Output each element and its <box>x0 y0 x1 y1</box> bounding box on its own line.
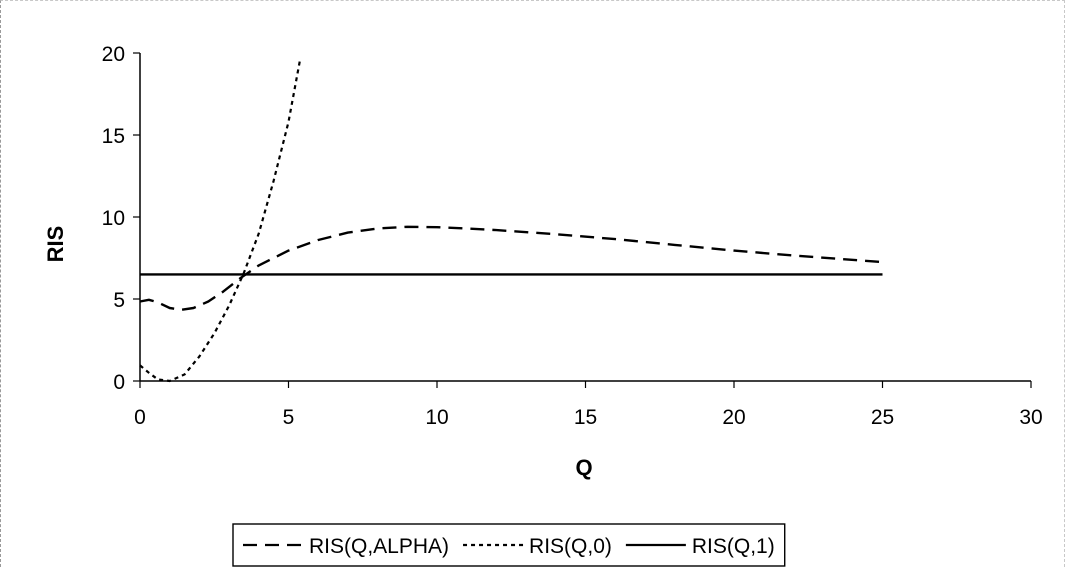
y-tick-label: 0 <box>113 371 125 394</box>
legend: RIS(Q,ALPHA) RIS(Q,0) RIS(Q,1) <box>232 523 786 567</box>
series-line-2 <box>139 57 302 383</box>
legend-label: RIS(Q,ALPHA) <box>309 535 449 558</box>
x-tick-label: 20 <box>722 406 745 429</box>
legend-label: RIS(Q,0) <box>529 535 612 558</box>
legend-label: RIS(Q,1) <box>692 535 775 558</box>
axes: 0 5 10 15 20 25 30 0 5 10 15 20 <box>102 43 1043 429</box>
x-tick-label: 15 <box>574 406 597 429</box>
series-lines <box>139 57 883 383</box>
y-tick-label: 10 <box>102 207 125 230</box>
x-tick-label: 5 <box>283 406 295 429</box>
x-tick-label: 25 <box>871 406 894 429</box>
x-tick-label: 10 <box>425 406 448 429</box>
y-tick-label: 20 <box>102 43 125 66</box>
x-tick-label: 30 <box>1019 406 1042 429</box>
y-tick-label: 5 <box>113 289 125 312</box>
x-axis-title: Q <box>575 455 592 480</box>
legend-item: RIS(Q,0) <box>463 535 612 558</box>
y-axis-title: RIS <box>43 226 68 263</box>
x-tick-label: 0 <box>134 406 146 429</box>
legend-item: RIS(Q,ALPHA) <box>243 535 449 558</box>
series-line-1 <box>139 225 883 311</box>
legend-item: RIS(Q,1) <box>625 535 775 558</box>
legend-box <box>232 523 786 567</box>
y-tick-label: 15 <box>102 125 125 148</box>
